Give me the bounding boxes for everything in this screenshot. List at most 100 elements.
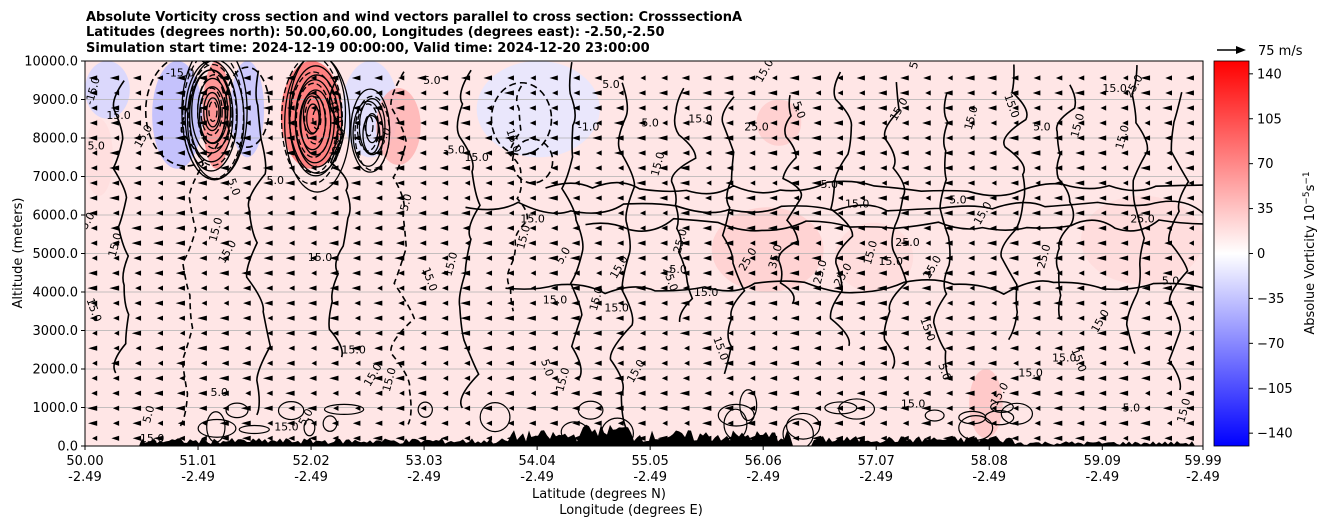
wind-vector [594, 255, 602, 261]
contour-label: 35.0 [766, 243, 785, 270]
wind-vector [703, 255, 712, 261]
wind-vector [244, 345, 251, 351]
wind-vector [551, 150, 558, 156]
wind-vector [200, 330, 207, 336]
wind-vector [1076, 285, 1085, 291]
wind-vector [682, 375, 690, 381]
wind-vector [547, 255, 558, 261]
wind-vector [310, 390, 317, 396]
wind-vector [132, 420, 142, 426]
wind-vector [943, 225, 953, 231]
contour-line [350, 88, 391, 173]
wind-vector [812, 150, 822, 156]
wind-vector [1185, 360, 1194, 366]
wind-vector [571, 405, 580, 411]
contour-line [777, 94, 803, 305]
wind-vector [660, 150, 668, 156]
wind-vector [944, 240, 953, 246]
wind-vector [749, 240, 756, 246]
wind-vector [989, 225, 997, 231]
wind-vector [679, 390, 690, 396]
contour-label: 5.0 [423, 74, 441, 87]
wind-vector [461, 165, 471, 171]
wind-vector [1097, 135, 1107, 141]
wind-vector [594, 360, 602, 366]
wind-vector [968, 255, 975, 261]
plot-area: -15.015.05.05.015.015.015.0-15.015.015.0… [85, 61, 1203, 446]
wind-vector [900, 405, 909, 411]
wind-vector [331, 420, 339, 426]
wind-vector [287, 90, 295, 96]
wind-vector [747, 315, 756, 321]
wind-vector [1184, 390, 1194, 396]
wind-vector [1162, 270, 1172, 276]
wind-vector [438, 120, 449, 126]
wind-vector [133, 105, 142, 111]
wind-vector [617, 210, 624, 216]
wind-vector [351, 195, 361, 201]
y-tick-label: 4000.0 [33, 286, 79, 301]
wind-vector [528, 240, 536, 246]
wind-vector [968, 165, 975, 171]
wind-vector [637, 240, 646, 246]
wind-vector [1185, 75, 1194, 81]
wind-vector [969, 375, 975, 381]
wind-vector [1122, 180, 1129, 186]
wind-vector [262, 375, 273, 381]
wind-vector [747, 90, 756, 96]
wind-vector [943, 165, 953, 171]
contour-label: 15.0 [553, 366, 572, 393]
wind-vector [834, 345, 843, 351]
wind-vector [1188, 330, 1194, 336]
wind-vector [1054, 345, 1063, 351]
wind-vector [1009, 90, 1019, 96]
wind-vector [286, 105, 295, 111]
wind-vector [901, 255, 909, 261]
wind-vector [879, 420, 887, 426]
wind-vector [968, 120, 975, 126]
contour-line [609, 82, 636, 430]
wind-vector [442, 360, 449, 366]
wind-vector [660, 240, 668, 246]
wind-vector [328, 240, 339, 246]
wind-vector [398, 420, 405, 426]
wind-vector [1183, 285, 1194, 291]
wind-vector [1120, 135, 1129, 141]
contour-label: 15.0 [106, 109, 131, 122]
wind-vector [923, 225, 931, 231]
wind-vector [135, 285, 142, 291]
wind-vector [637, 255, 646, 261]
wind-vector [266, 345, 273, 351]
wind-vector [439, 240, 449, 246]
wind-vector [354, 315, 361, 321]
contour-line [303, 418, 316, 437]
wind-vector [924, 180, 931, 186]
wind-vector [220, 390, 229, 396]
wind-vector [615, 315, 624, 321]
wind-vector [967, 180, 975, 186]
wind-vector [614, 150, 624, 156]
wind-vector [573, 270, 580, 276]
wind-vector [1144, 105, 1151, 111]
wind-vector [201, 195, 207, 201]
wind-vector [789, 180, 800, 186]
wind-vector [420, 330, 427, 336]
wind-vector [310, 420, 317, 426]
wind-vector [750, 375, 756, 381]
wind-vector [442, 375, 449, 381]
wind-vector [1055, 75, 1063, 81]
wind-vector [220, 240, 229, 246]
wind-vector [969, 285, 975, 291]
wind-vector [419, 285, 427, 291]
wind-vector [266, 360, 273, 366]
wind-vector [814, 375, 822, 381]
wind-vector [153, 390, 163, 396]
contour-line [362, 114, 381, 155]
wind-vector [815, 360, 822, 366]
wind-vector [1163, 330, 1172, 336]
wind-vector [1162, 105, 1172, 111]
wind-vector [219, 315, 229, 321]
wind-vector [263, 120, 273, 126]
wind-vector [417, 255, 427, 261]
